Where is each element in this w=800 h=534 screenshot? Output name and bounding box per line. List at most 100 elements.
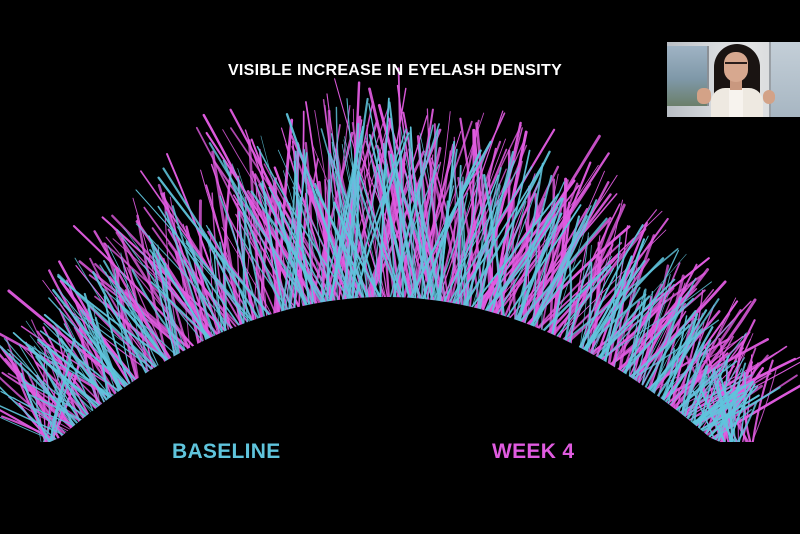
eyelash-stroke <box>52 289 128 390</box>
eyelash-stroke <box>102 287 178 357</box>
eyelash-stroke <box>541 264 611 334</box>
eyelash-stroke <box>619 313 677 373</box>
eyelash-stroke <box>174 240 214 339</box>
eyelash-stroke <box>719 403 738 446</box>
eyelash-stroke <box>48 297 130 387</box>
eyelash-stroke <box>555 265 612 339</box>
eyelash-stroke <box>165 211 208 343</box>
presenter-shirt <box>729 89 743 117</box>
eyelash-stroke <box>329 152 381 300</box>
eyelash-stroke <box>254 173 268 318</box>
eyelash-stroke <box>716 362 747 445</box>
eyelash-stroke <box>35 378 42 445</box>
eyelash-stroke <box>579 267 615 351</box>
eyelash-stroke <box>50 361 72 445</box>
eyelash-stroke <box>660 347 675 402</box>
eyelash-stroke <box>3 338 77 427</box>
eyelash-stroke <box>569 262 591 346</box>
eyelash-stroke <box>484 201 527 313</box>
eyelash-stroke <box>0 405 66 437</box>
eyelash-stroke <box>563 248 679 343</box>
eyelash-stroke <box>681 341 701 418</box>
eyelash-stroke <box>595 278 676 360</box>
eyelash-stroke <box>529 179 569 329</box>
letterbox-bottom <box>0 488 800 534</box>
eyelash-stroke <box>205 224 254 324</box>
eyelash-stroke <box>515 197 564 323</box>
eyelash-stroke <box>471 185 501 310</box>
eyelash-stroke <box>472 179 576 311</box>
eyelash-stroke <box>157 205 242 328</box>
eyelash-stroke <box>368 87 413 302</box>
eyelash-stroke <box>237 168 293 311</box>
eyelash-stroke <box>323 119 379 306</box>
eyelash-stroke <box>517 217 608 324</box>
eyelash-stroke <box>20 372 52 445</box>
eyelash-stroke <box>536 237 635 331</box>
eyelash-stroke <box>115 266 139 382</box>
eyelash-stroke <box>513 174 553 323</box>
presenter-video-thumbnail[interactable] <box>667 42 800 117</box>
eyelash-stroke <box>328 149 359 305</box>
eyelash-stroke <box>668 309 742 409</box>
week-4-label: WEEK 4 <box>492 440 575 463</box>
eyelash-stroke <box>551 243 614 338</box>
eyelash-stroke <box>185 242 255 324</box>
eyelash-stroke <box>213 250 224 335</box>
eyelash-stroke <box>709 367 726 445</box>
eyelash-stroke <box>326 179 331 305</box>
eyelash-stroke <box>208 142 309 308</box>
eyelash-stroke <box>697 368 716 431</box>
eyelash-stroke <box>298 193 326 305</box>
eyelash-stroke <box>62 314 106 404</box>
eyelash-stroke <box>18 344 75 429</box>
eyelash-stroke <box>647 309 708 393</box>
presenter-glasses <box>725 62 747 70</box>
eyelash-stroke <box>164 262 179 358</box>
eyelash-stroke <box>54 327 103 407</box>
eyelash-stroke <box>140 170 250 325</box>
eyelash-stroke <box>751 359 774 446</box>
eyelash-stroke <box>631 288 715 382</box>
eyelash-stroke <box>193 257 202 346</box>
eyelash-stroke <box>28 347 100 410</box>
baseline-label: BASELINE <box>172 440 281 463</box>
eyelash-stroke <box>459 182 466 309</box>
eyelash-stroke <box>105 271 158 369</box>
eyelash-stroke <box>618 252 641 373</box>
eyelash-stroke <box>646 274 685 393</box>
eyelash-stroke <box>451 174 480 306</box>
eyelash-stroke <box>293 160 311 308</box>
eyelash-stroke <box>219 195 262 321</box>
webcam-window-right <box>769 42 800 117</box>
eyelash-stroke <box>236 175 243 328</box>
eyelash-stroke <box>483 197 563 314</box>
eyelash-stroke <box>382 169 411 301</box>
eyelash-stroke <box>74 257 153 372</box>
presenter-hand-right <box>763 90 775 104</box>
eyelash-stroke <box>419 132 446 305</box>
eyelash-stroke <box>400 150 415 301</box>
eyelash-stroke <box>120 252 149 374</box>
eyelash-stroke <box>4 358 76 429</box>
eyelash-stroke <box>523 173 559 326</box>
eyelash-stroke <box>649 298 720 394</box>
eyelash-stroke <box>379 97 390 300</box>
eyelash-stroke <box>135 189 252 324</box>
eyelash-stroke <box>314 189 350 302</box>
eyelash-stroke <box>674 360 738 412</box>
eyelash-stroke <box>660 313 699 403</box>
eyelash-density-illustration <box>0 67 800 488</box>
eyelash-stroke <box>357 185 403 301</box>
eyelash-stroke <box>516 212 563 324</box>
presenter-hand-left <box>697 88 711 104</box>
presenter-face <box>724 52 748 82</box>
eyelash-stroke <box>350 170 360 302</box>
eyelash-stroke <box>535 241 623 331</box>
eyelash-stroke <box>601 283 675 363</box>
eyelash-stroke <box>285 113 353 302</box>
eyelash-stroke <box>357 148 413 301</box>
eyelash-stroke <box>92 271 149 376</box>
eyelash-stroke <box>735 400 758 445</box>
